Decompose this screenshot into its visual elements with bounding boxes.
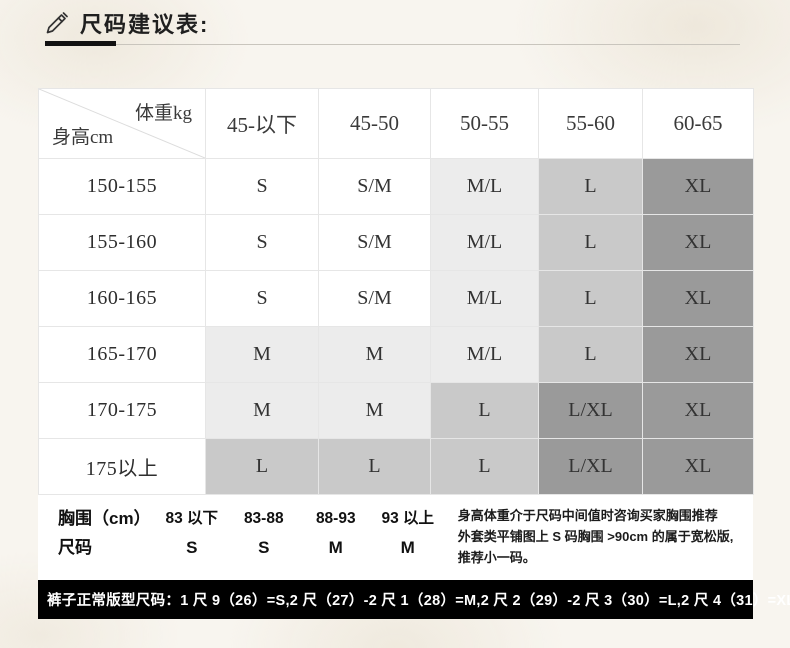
pants-size-text: 裤子正常版型尺码：1 尺 9（26）=S,2 尺（27）-2 尺 1（28）=M…	[47, 593, 790, 609]
page-title: 尺码建议表:	[80, 12, 210, 37]
table-row: 165-170 M M M/L L XL	[38, 326, 754, 383]
size-cell: L	[205, 438, 319, 495]
chest-label: 胸围（cm）	[58, 509, 151, 528]
weight-col-header: 55-60	[538, 88, 643, 159]
title-divider	[45, 41, 740, 46]
divider-accent	[45, 41, 116, 46]
size-cell: L	[538, 214, 643, 271]
diagonal-line	[39, 89, 205, 158]
size-chart-panel: 体重kg 身高cm 45-以下 45-50 50-55 55-60 60-65 …	[38, 88, 790, 619]
weight-axis-label: 体重kg	[134, 103, 192, 124]
table-header-row: 体重kg 身高cm 45-以下 45-50 50-55 55-60 60-65	[38, 88, 754, 159]
weight-col-header: 45-以下	[205, 88, 319, 159]
size-cell: S/M	[318, 214, 431, 271]
height-label: 175以上	[38, 438, 206, 495]
size-cell: S/M	[318, 270, 431, 327]
chest-range: 83-88	[243, 510, 284, 527]
size-label: 尺码	[58, 538, 92, 557]
pencil-icon	[44, 10, 70, 36]
corner-cell: 体重kg 身高cm	[38, 88, 206, 159]
weight-col-header: 60-65	[642, 88, 754, 159]
fit-note-line: 外套类平铺图上 S 码胸围 >90cm 的属于宽松版,	[457, 529, 734, 544]
table-row: 155-160 S S/M M/L L XL	[38, 214, 754, 271]
chest-columns: 83 以下 S 83-88 S 88-93 M 93 以上 M	[156, 504, 444, 580]
pants-size-bar: 裤子正常版型尺码：1 尺 9（26）=S,2 尺（27）-2 尺 1（28）=M…	[38, 580, 790, 619]
size-cell: M/L	[430, 270, 539, 327]
size-cell: XL	[642, 214, 754, 271]
chest-size: M	[328, 538, 343, 557]
size-cell: M/L	[430, 326, 539, 383]
weight-col-header: 45-50	[318, 88, 431, 159]
chest-range: 93 以上	[381, 510, 435, 527]
table-row: 150-155 S S/M M/L L XL	[38, 158, 754, 215]
chest-column: 93 以上 M	[372, 504, 444, 580]
section-header: 尺码建议表:	[44, 7, 209, 39]
size-cell: S	[205, 270, 319, 327]
chest-size: S	[258, 538, 270, 557]
size-cell: L	[430, 438, 539, 495]
size-cell: L/XL	[538, 382, 643, 439]
size-cell: M	[205, 382, 319, 439]
size-cell: L	[318, 438, 431, 495]
fit-notes: 身高体重介于尺码中间值时咨询买家胸围推荐外套类平铺图上 S 码胸围 >90cm …	[458, 504, 753, 580]
fit-note-line: 推荐小一码。	[457, 550, 536, 565]
height-label: 165-170	[38, 326, 206, 383]
chest-range: 88-93	[315, 510, 356, 527]
size-cell: L/XL	[538, 438, 643, 495]
fit-note-line: 身高体重介于尺码中间值时咨询买家胸围推荐	[457, 508, 718, 523]
size-cell: M	[318, 326, 431, 383]
chest-column: 83 以下 S	[156, 504, 228, 580]
size-cell: S	[205, 158, 319, 215]
size-cell: L	[538, 270, 643, 327]
chest-size-section: 胸围（cm） 尺码 83 以下 S 83-88 S 88-93 M 93 以上 M 身高体重介…	[38, 495, 753, 580]
table-row: 160-165 S S/M M/L L XL	[38, 270, 754, 327]
size-cell: XL	[642, 158, 754, 215]
chest-size: M	[400, 538, 415, 557]
size-cell: XL	[642, 382, 754, 439]
size-cell: XL	[642, 438, 754, 495]
size-cell: S	[205, 214, 319, 271]
size-cell: M	[318, 382, 431, 439]
chest-range: 83 以下	[165, 510, 219, 527]
size-table: 体重kg 身高cm 45-以下 45-50 50-55 55-60 60-65 …	[38, 88, 754, 495]
chest-size: S	[186, 538, 198, 557]
size-cell: M/L	[430, 158, 539, 215]
chest-column: 83-88 S	[228, 504, 300, 580]
size-cell: XL	[642, 326, 754, 383]
height-axis-label: 身高cm	[52, 127, 114, 148]
size-cell: L	[538, 326, 643, 383]
size-cell: M	[205, 326, 319, 383]
table-row: 170-175 M M L L/XL XL	[38, 382, 754, 439]
size-cell: S/M	[318, 158, 431, 215]
size-cell: L	[430, 382, 539, 439]
size-cell: M/L	[430, 214, 539, 271]
size-cell: L	[538, 158, 643, 215]
weight-col-header: 50-55	[430, 88, 539, 159]
height-label: 170-175	[38, 382, 206, 439]
size-cell: XL	[642, 270, 754, 327]
height-label: 160-165	[38, 270, 206, 327]
table-row: 175以上 L L L L/XL XL	[38, 438, 754, 495]
chest-row-labels: 胸围（cm） 尺码	[58, 504, 156, 580]
chest-column: 88-93 M	[300, 504, 372, 580]
height-label: 150-155	[38, 158, 206, 215]
height-label: 155-160	[38, 214, 206, 271]
